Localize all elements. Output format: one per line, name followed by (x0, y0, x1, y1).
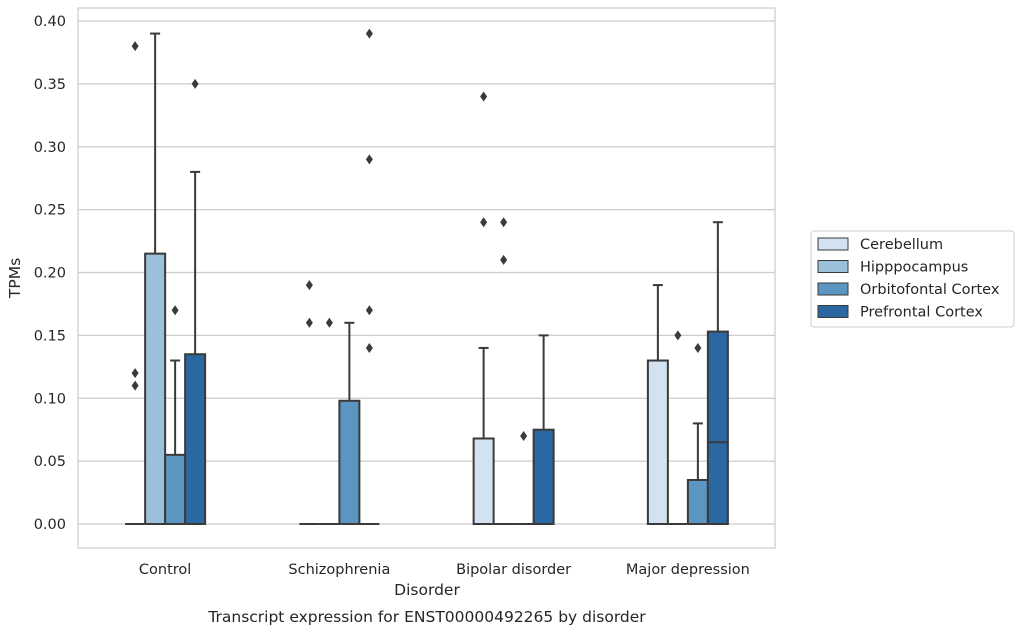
gridlines (78, 20, 775, 525)
legend-label: Hipppocampus (860, 260, 968, 276)
legend-label: Cerebellum (860, 237, 943, 253)
outlier-point (131, 368, 139, 379)
y-tick-label: 0.05 (34, 454, 66, 470)
outlier-point (305, 280, 313, 291)
box (532, 428, 555, 525)
box-prefrontal-cortex-bipolar-disorder (532, 334, 555, 525)
outlier-point (131, 41, 139, 52)
box (686, 478, 709, 525)
box-prefrontal-cortex-schizophrenia (359, 28, 380, 525)
box-prefrontal-cortex-control (184, 78, 207, 525)
legend-label: Orbitofontal Cortex (860, 282, 1000, 298)
outlier-point (365, 342, 373, 353)
legend-label: Prefrontal Cortex (860, 305, 983, 321)
outlier-point (191, 78, 199, 89)
outlier-point (171, 305, 179, 316)
y-tick-label: 0.30 (34, 140, 66, 156)
box (706, 330, 729, 526)
box-hipppocampus-bipolar-disorder (493, 217, 514, 525)
x-tick-label: Bipolar disorder (456, 562, 571, 578)
outlier-point (365, 28, 373, 39)
legend-swatch (817, 237, 849, 251)
y-tick-label: 0.20 (34, 266, 66, 282)
y-axis-title: TPMs (6, 258, 24, 299)
y-tick-label: 0.15 (34, 328, 66, 344)
outlier-point (365, 305, 373, 316)
x-tick-label: Major depression (626, 562, 750, 578)
x-tick-label: Schizophrenia (288, 562, 390, 578)
legend-swatch (817, 260, 849, 273)
y-tick-label: 0.40 (34, 14, 66, 30)
legend-swatch (817, 282, 849, 296)
box (184, 353, 207, 525)
box-plots (125, 28, 729, 526)
box-cerebellum-major-depression (646, 284, 669, 525)
box-orbitofontal-cortex-schizophrenia (338, 321, 361, 526)
legend-swatch (817, 305, 849, 318)
y-tick-label: 0.10 (34, 391, 66, 407)
box (646, 359, 669, 525)
y-tick-label: 0.00 (34, 517, 66, 533)
outlier-point (365, 154, 373, 165)
box (472, 437, 495, 525)
y-tick-label: 0.25 (34, 203, 66, 219)
box (338, 399, 361, 526)
outlier-point (674, 330, 682, 341)
box-orbitofontal-cortex-major-depression (686, 342, 709, 525)
legend: Cerebellum Hipppocampus Orbitofontal Corte… (810, 230, 1015, 328)
outlier-point (325, 317, 333, 328)
outlier-point (305, 317, 313, 328)
box-cerebellum-bipolar-disorder (472, 91, 495, 525)
outlier-point (520, 430, 528, 441)
x-axis-title: Disorder (394, 581, 460, 599)
outlier-point (480, 217, 488, 228)
x-tick-labels: Control Schizophrenia Bipolar disorder Majo… (139, 562, 750, 578)
box-orbitofontal-cortex-control (164, 305, 187, 525)
box-orbitofontal-cortex-bipolar-disorder (513, 430, 534, 525)
outlier-point (500, 217, 508, 228)
plot-frame (77, 7, 776, 549)
y-tick-labels: 0.00 0.05 0.10 0.15 0.20 0.25 0.30 0.35 0.40 (34, 14, 66, 533)
outlier-point (694, 342, 702, 353)
chart-caption: Transcript expression for ENST0000049226… (207, 608, 646, 626)
outlier-point (480, 91, 488, 102)
x-tick-label: Control (139, 562, 191, 578)
box-hipppocampus-major-depression (667, 330, 688, 525)
box-prefrontal-cortex-major-depression (706, 221, 729, 526)
y-tick-label: 0.35 (34, 77, 66, 93)
outlier-point (131, 380, 139, 391)
box (144, 252, 167, 525)
outlier-point (500, 254, 508, 265)
box-hipppocampus-control (144, 32, 167, 525)
box (164, 453, 187, 525)
legend-frame (810, 230, 1015, 328)
